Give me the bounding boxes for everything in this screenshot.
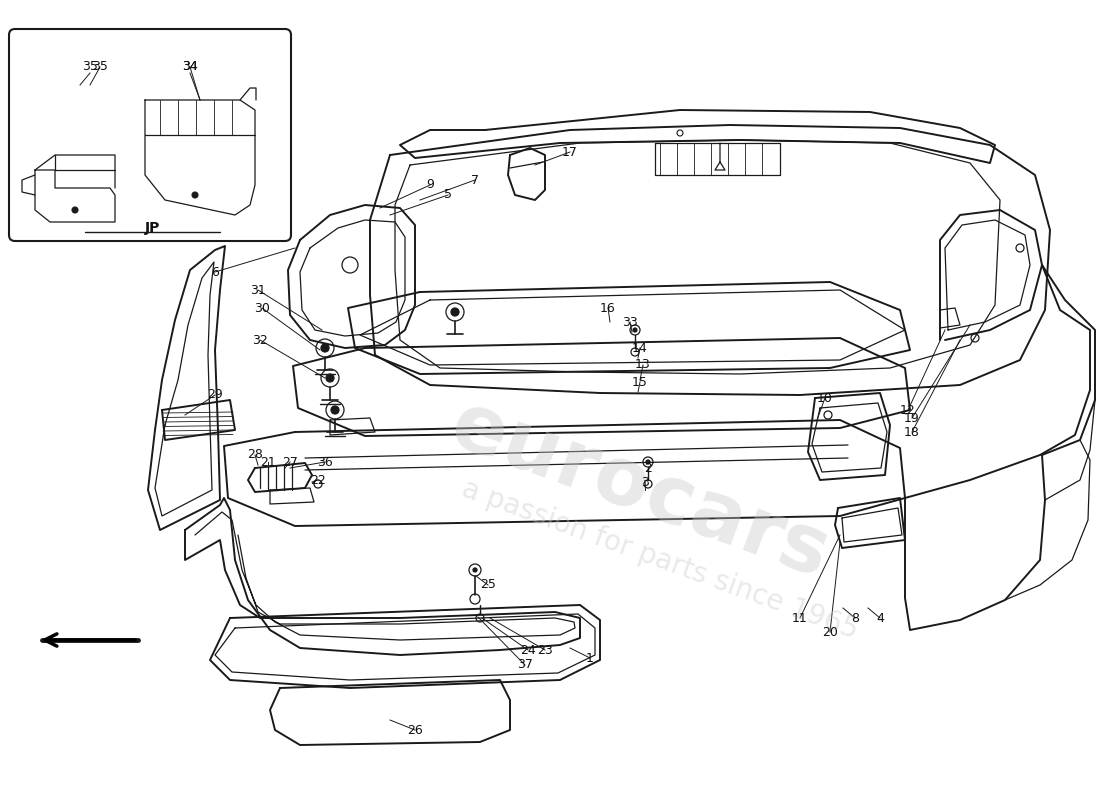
Circle shape (331, 406, 339, 414)
Text: 35: 35 (82, 61, 98, 74)
Text: 21: 21 (260, 455, 276, 469)
Circle shape (632, 328, 637, 332)
Text: 10: 10 (817, 391, 833, 405)
Text: 18: 18 (904, 426, 920, 438)
Text: JP: JP (144, 221, 159, 235)
Text: 26: 26 (407, 723, 422, 737)
Text: 22: 22 (310, 474, 326, 486)
Text: 11: 11 (792, 611, 807, 625)
Text: 37: 37 (517, 658, 532, 671)
Text: 14: 14 (632, 342, 648, 354)
Text: 33: 33 (623, 315, 638, 329)
Text: 29: 29 (207, 389, 223, 402)
Text: 35: 35 (92, 61, 108, 74)
Text: 31: 31 (250, 283, 266, 297)
Text: 30: 30 (254, 302, 270, 314)
Text: 34: 34 (183, 61, 198, 74)
Circle shape (192, 192, 198, 198)
Text: eurocars: eurocars (440, 386, 840, 594)
FancyBboxPatch shape (9, 29, 292, 241)
Text: 17: 17 (562, 146, 578, 158)
Text: 27: 27 (282, 455, 298, 469)
Circle shape (451, 308, 459, 316)
Text: 32: 32 (252, 334, 268, 346)
Text: 4: 4 (876, 611, 884, 625)
Circle shape (473, 568, 477, 572)
Text: 20: 20 (822, 626, 838, 638)
Text: 12: 12 (900, 403, 916, 417)
Text: 1: 1 (586, 651, 594, 665)
Text: 3: 3 (641, 475, 649, 489)
Text: 16: 16 (601, 302, 616, 314)
Text: 19: 19 (904, 411, 920, 425)
Text: 36: 36 (317, 455, 333, 469)
Text: a passion for parts since 1965: a passion for parts since 1965 (458, 475, 862, 645)
Text: 23: 23 (537, 643, 553, 657)
Circle shape (72, 207, 78, 213)
Text: 9: 9 (426, 178, 433, 191)
Circle shape (646, 460, 650, 464)
Text: 5: 5 (444, 189, 452, 202)
Text: 15: 15 (632, 375, 648, 389)
Text: 13: 13 (635, 358, 651, 371)
Text: 7: 7 (471, 174, 478, 186)
Text: 28: 28 (248, 449, 263, 462)
Text: 2: 2 (645, 462, 652, 474)
Text: 8: 8 (851, 611, 859, 625)
Circle shape (321, 344, 329, 352)
Text: 6: 6 (211, 266, 219, 278)
Text: 34: 34 (183, 61, 198, 74)
Circle shape (326, 374, 334, 382)
Text: 24: 24 (520, 643, 536, 657)
Text: 25: 25 (480, 578, 496, 591)
